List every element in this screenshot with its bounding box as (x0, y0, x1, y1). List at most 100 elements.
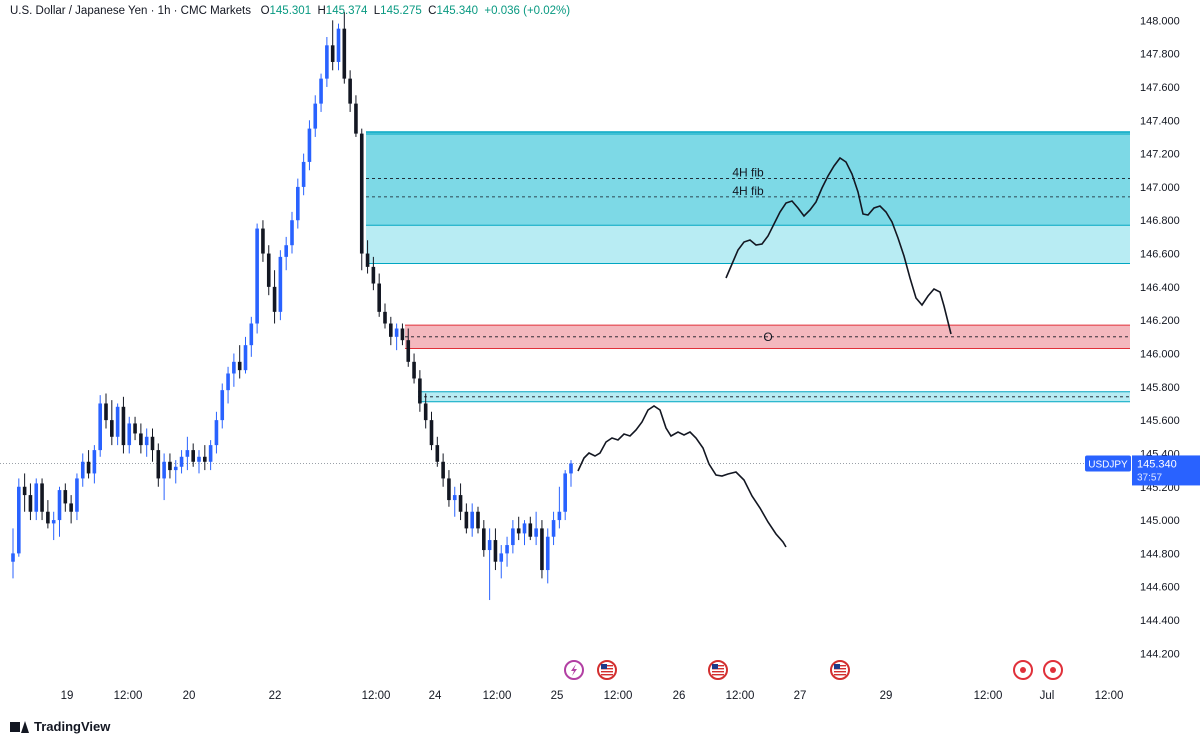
price-tick-label: 146.400 (1140, 282, 1180, 294)
price-tick-label: 147.000 (1140, 182, 1180, 194)
price-tick-label: 144.200 (1140, 648, 1180, 660)
time-tick-label: 29 (880, 690, 893, 702)
candle-body (191, 450, 195, 462)
candle-body (208, 445, 213, 462)
candle-body (17, 486, 21, 554)
candle-body (57, 490, 62, 521)
time-tick-label: 22 (269, 690, 282, 702)
price-tick-label: 147.200 (1140, 149, 1180, 161)
tag-countdown: 37:57 (1137, 472, 1162, 483)
candle-body (284, 245, 288, 257)
price-axis[interactable]: 148.000 147.800 147.600 147.400 147.200 147.0… (1140, 15, 1180, 660)
candle-body (34, 483, 39, 512)
candle-body (522, 523, 527, 534)
candle-body (511, 528, 515, 546)
change-value: +0.036 (+0.02%) (484, 5, 571, 17)
candle-body (330, 45, 335, 62)
record-icon (1013, 660, 1033, 680)
price-tick-label: 145.800 (1140, 382, 1180, 394)
tradingview-logo-icon (10, 720, 29, 733)
red-zone-label: O (763, 330, 772, 344)
time-tick-label: 12:00 (1095, 690, 1124, 702)
high-label: H (317, 5, 326, 17)
candle-body (313, 103, 318, 129)
candle-body (400, 328, 405, 341)
candle-body (371, 266, 376, 284)
candle-body (429, 420, 434, 446)
candle-body (249, 323, 254, 346)
candle-body (377, 283, 381, 312)
candle-body (86, 461, 91, 474)
candle-body (487, 540, 492, 551)
candle-body (22, 486, 27, 496)
candle-body (75, 478, 79, 512)
symbol-name[interactable]: U.S. Dollar / Japanese Yen · 1h · CMC Ma… (10, 5, 251, 17)
candle-body (150, 436, 155, 451)
price-tick-label: 146.800 (1140, 215, 1180, 227)
brand-name: TradingView (34, 719, 111, 734)
tradingview-logo[interactable]: TradingView (10, 719, 110, 734)
price-tick-label: 144.600 (1140, 582, 1180, 594)
time-tick-label: 12:00 (483, 690, 512, 702)
candle-body (319, 78, 323, 104)
low-value: 145.275 (380, 5, 422, 17)
candle-body (110, 420, 114, 437)
time-tick-label: 27 (794, 690, 807, 702)
candle-body (499, 553, 504, 562)
time-tick-label: 12:00 (114, 690, 143, 702)
candle-body (389, 323, 393, 337)
candle-body (493, 540, 498, 562)
projection-path-upper (725, 156, 952, 335)
time-axis[interactable]: 19 12:00 20 22 12:00 24 12:00 25 12:00 26 12:00 27 2… (61, 690, 1124, 702)
price-tick-label: 146.000 (1140, 348, 1180, 360)
candle-body (545, 536, 550, 571)
candle-body (447, 478, 451, 501)
supply-zone-lower (366, 225, 1130, 264)
candle-body (336, 28, 341, 62)
candle-body (173, 466, 178, 471)
us-flag-icon (708, 660, 728, 680)
price-tick-label: 147.600 (1140, 82, 1180, 94)
price-tick-label: 148.000 (1140, 15, 1180, 27)
candle-body (203, 456, 207, 462)
candle-body (278, 256, 283, 312)
fib-label-2: 4H fib (732, 184, 764, 198)
candle-body (162, 461, 166, 479)
candle-body (516, 528, 521, 534)
candle-body (359, 133, 364, 254)
events-row (564, 660, 1063, 680)
drawings-layer (577, 156, 952, 548)
candle-body (458, 495, 463, 512)
time-tick-label: 20 (183, 690, 196, 702)
time-tick-label: 12:00 (974, 690, 1003, 702)
projection-path-lower (577, 405, 787, 548)
candle-body (156, 450, 161, 479)
price-tick-label: 146.600 (1140, 249, 1180, 261)
candle-body (435, 445, 440, 462)
zones-layer: 4H fib 4H fib O (366, 131, 1130, 403)
candle-body (28, 495, 33, 512)
open-label: O (260, 5, 270, 17)
candle-body (394, 328, 399, 337)
price-tick-label: 144.400 (1140, 615, 1180, 627)
candle-body (441, 461, 445, 479)
candle-body (255, 228, 259, 324)
candle-body (220, 390, 225, 421)
candle-body (354, 103, 358, 134)
candle-body (69, 503, 73, 512)
candle-body (127, 423, 132, 446)
price-tick-label: 147.800 (1140, 49, 1180, 61)
candle-body (540, 528, 544, 571)
candle-body (348, 78, 352, 104)
candle-body (40, 483, 44, 512)
candle-body (261, 228, 265, 254)
candles-layer (11, 12, 573, 601)
time-tick-label: 25 (551, 690, 564, 702)
candle-body (51, 520, 56, 524)
candle-body (365, 253, 370, 267)
candle-body (412, 361, 416, 379)
time-tick-label: 12:00 (726, 690, 755, 702)
tag-price: 145.340 (1137, 458, 1177, 470)
record-icon (1043, 660, 1063, 680)
